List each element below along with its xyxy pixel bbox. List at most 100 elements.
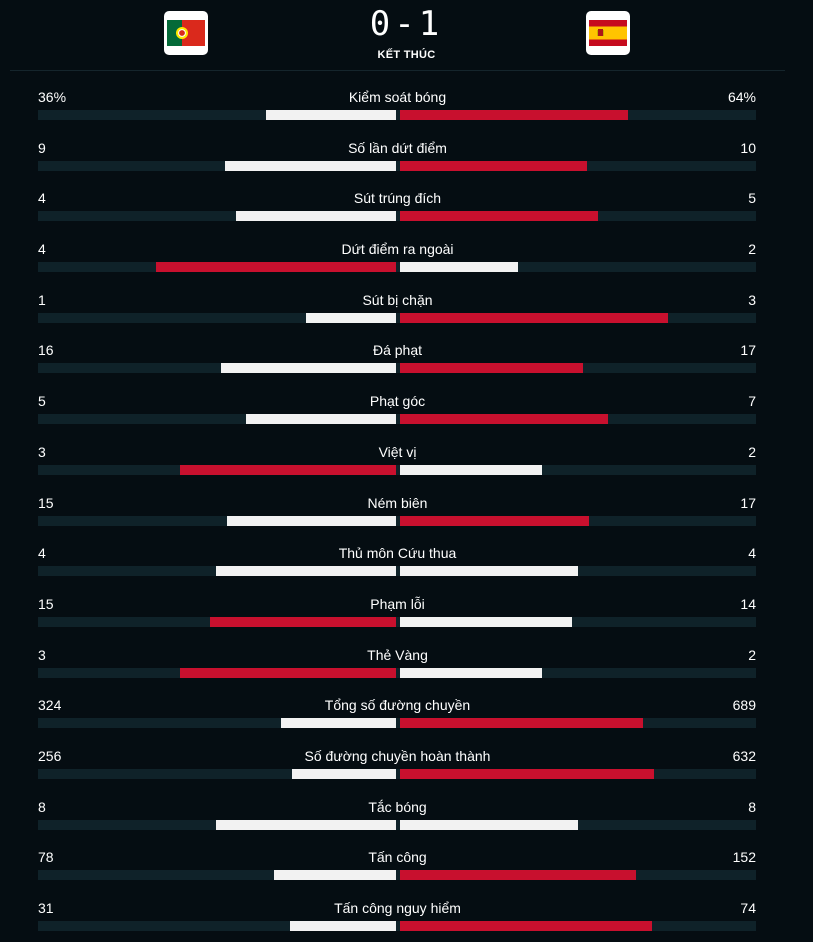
away-team-flag[interactable]: [586, 11, 630, 55]
stat-label: Sút trúng đích: [353, 190, 442, 207]
home-stat-bar: [306, 312, 396, 323]
home-team-flag[interactable]: [164, 11, 208, 55]
stat-bar-track: [38, 363, 756, 374]
away-stat-value: 632: [732, 747, 756, 764]
match-score: 0-1: [369, 4, 444, 44]
stats-list: 36% Kiểm soát bóng 64% 9 Số lần dứt điểm 10 4 S…: [0, 80, 813, 942]
home-stat-value: 31: [38, 900, 54, 916]
home-stat-bar: [210, 616, 396, 627]
away-stat-value: 10: [740, 139, 756, 156]
home-stat-value: 16: [38, 342, 54, 359]
stat-label: Dứt điểm ra ngoài: [341, 241, 454, 258]
stat-bar-track: [38, 921, 756, 931]
stat-label: Kiểm soát bóng: [348, 89, 447, 105]
stat-bar-track: [38, 262, 756, 273]
stat-label: Ném biên: [367, 494, 428, 511]
home-stat-value: 4: [38, 190, 46, 207]
home-stat-bar: [274, 870, 396, 881]
stat-label: Phạt góc: [369, 393, 426, 410]
away-stat-value: 2: [748, 241, 756, 258]
stat-bar-track: [38, 718, 756, 729]
stat-row: 4 Sút trúng đích 5: [0, 181, 813, 232]
away-stat-value: 3: [748, 291, 756, 308]
away-stat-bar: [400, 160, 587, 171]
stat-label: Thủ môn Cứu thua: [338, 545, 457, 562]
away-stat-bar: [400, 768, 654, 779]
stat-label: Thẻ Vàng: [367, 646, 428, 663]
stat-row: 31 Tấn công nguy hiểm 74: [0, 891, 813, 942]
stat-label: Việt vị: [378, 443, 417, 460]
home-stat-value: 8: [38, 798, 46, 815]
away-stat-bar: [400, 616, 572, 627]
stat-bar-track: [38, 312, 756, 323]
home-stat-bar: [221, 363, 396, 374]
away-stat-value: 74: [740, 900, 756, 916]
away-stat-bar: [400, 566, 578, 577]
away-stat-bar: [400, 819, 578, 830]
home-stat-value: 15: [38, 595, 54, 612]
home-stat-bar: [216, 819, 396, 830]
stat-row: 3 Việt vị 2: [0, 435, 813, 486]
stat-row: 16 Đá phạt 17: [0, 333, 813, 384]
stat-label: Tấn công nguy hiểm: [334, 900, 461, 916]
stat-label: Sút bị chặn: [362, 291, 433, 308]
stat-row: 4 Thủ môn Cứu thua 4: [0, 536, 813, 587]
away-stat-value: 8: [748, 798, 756, 815]
home-stat-value: 9: [38, 139, 46, 156]
stat-row: 324 Tổng số đường chuyền 689: [0, 688, 813, 739]
home-stat-value: 15: [38, 494, 54, 511]
away-stat-bar: [400, 312, 668, 323]
away-stat-value: 152: [732, 849, 756, 866]
stat-row: 9 Số lần dứt điểm 10: [0, 131, 813, 182]
away-stat-value: 17: [740, 342, 756, 359]
stat-row: 4 Dứt điểm ra ngoài 2: [0, 232, 813, 283]
stat-label: Số lần dứt điểm: [348, 139, 447, 156]
home-stat-bar: [180, 667, 396, 678]
stat-bar-track: [38, 160, 756, 171]
stat-row: 15 Phạm lỗi 14: [0, 587, 813, 638]
home-stat-bar: [236, 211, 396, 222]
stat-bar-track: [38, 667, 756, 678]
home-stat-value: 5: [38, 393, 46, 410]
spain-flag-icon: [589, 20, 627, 46]
home-stat-value: 256: [38, 747, 62, 764]
stat-row: 1 Sút bị chặn 3: [0, 283, 813, 334]
stat-bar-track: [38, 819, 756, 830]
match-status: KẾT THÚC: [377, 49, 436, 61]
away-stat-bar: [400, 870, 636, 881]
stat-bar-track: [38, 515, 756, 526]
away-stat-value: 64%: [727, 89, 756, 105]
away-stat-bar: [400, 667, 542, 678]
away-stat-bar: [400, 921, 652, 931]
away-stat-bar: [400, 262, 518, 273]
home-stat-bar: [180, 464, 396, 475]
away-stat-value: 4: [748, 545, 756, 562]
stat-bar-track: [38, 616, 756, 627]
stat-label: Số đường chuyền hoàn thành: [304, 747, 491, 764]
stat-label: Đá phạt: [372, 342, 423, 359]
away-stat-bar: [400, 110, 628, 120]
away-stat-bar: [400, 414, 608, 425]
stat-bar-track: [38, 768, 756, 779]
away-stat-value: 7: [748, 393, 756, 410]
stat-bar-track: [38, 110, 756, 120]
home-stat-bar: [216, 566, 396, 577]
stat-bar-track: [38, 414, 756, 425]
away-stat-bar: [400, 464, 542, 475]
stat-row: 5 Phạt góc 7: [0, 384, 813, 435]
away-stat-value: 2: [748, 443, 756, 460]
away-stat-bar: [400, 363, 583, 374]
stat-label: Phạm lỗi: [370, 595, 425, 612]
away-stat-value: 689: [732, 697, 756, 714]
home-stat-bar: [290, 921, 396, 931]
away-stat-value: 5: [748, 190, 756, 207]
away-stat-bar: [400, 211, 598, 222]
match-header: 0-1 KẾT THÚC: [0, 0, 813, 70]
stat-bar-track: [38, 870, 756, 881]
home-stat-value: 3: [38, 646, 46, 663]
away-stat-value: 17: [740, 494, 756, 511]
away-stat-value: 2: [748, 646, 756, 663]
stat-row: 36% Kiểm soát bóng 64%: [0, 80, 813, 131]
away-stat-bar: [400, 718, 643, 729]
stat-bar-track: [38, 211, 756, 222]
